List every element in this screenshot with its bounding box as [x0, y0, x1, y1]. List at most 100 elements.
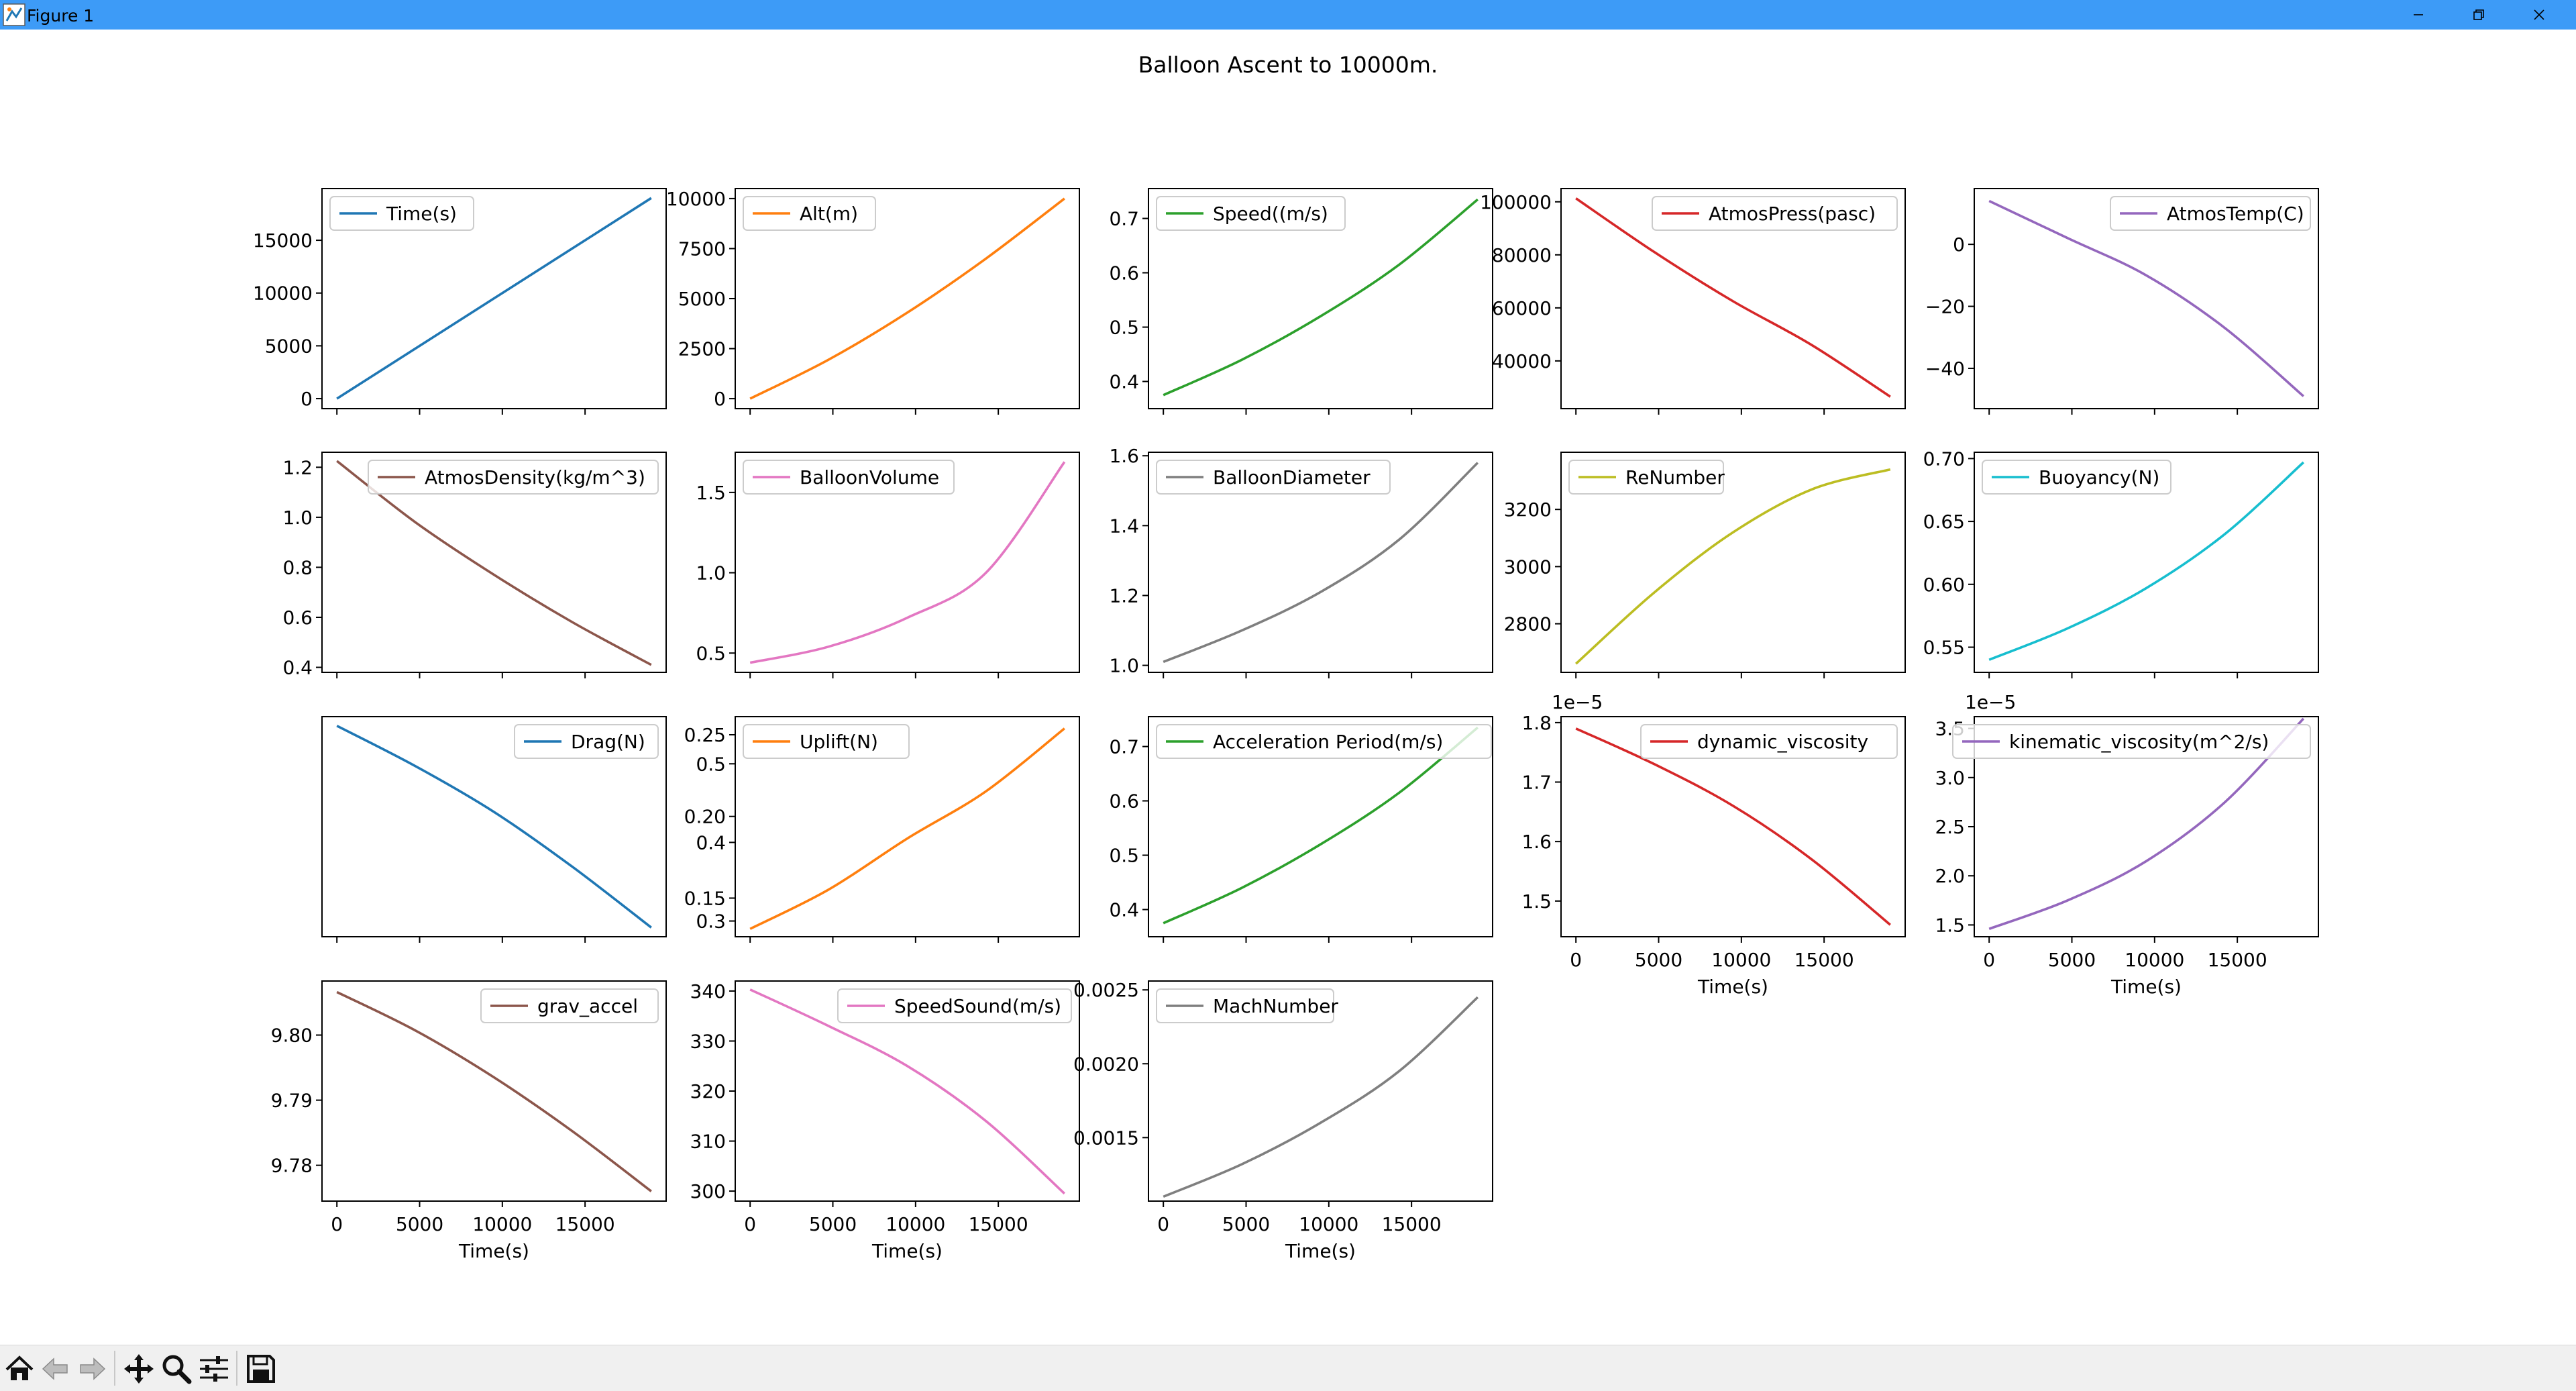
y-tick-label: 1.6	[1521, 831, 1552, 853]
y-tick-label: 1.5	[1935, 914, 1965, 936]
home-button[interactable]	[1, 1351, 38, 1387]
restore-button[interactable]	[2442, 0, 2516, 30]
x-axis-label: Time(s)	[458, 1240, 529, 1262]
legend: SpeedSound(m/s)	[837, 988, 1072, 1023]
series-line	[1163, 198, 1479, 397]
axes-frame	[321, 452, 667, 673]
subplot-1: 0 5000 10000 15000 Time(s)	[253, 188, 667, 415]
series-line	[1574, 468, 1891, 665]
subplot-12: 0.3 0.4 0.5 0.15 0.20 0.25 Uplift(N)	[684, 716, 1080, 943]
axes-frame	[321, 980, 667, 1202]
arrow-right-icon	[80, 1357, 106, 1380]
forward-button[interactable]	[74, 1351, 110, 1387]
y-tick-label: 5000	[265, 335, 313, 357]
subplot-18: 0.0015 0.0020 0.0025 0 5000 10000 15000 Time(s)…	[1073, 979, 1493, 1262]
x-axis-label: Time(s)	[1697, 976, 1768, 998]
legend-label: kinematic_viscosity(m^2/s)	[2009, 731, 2269, 753]
axes-frame	[1148, 980, 1493, 1202]
restore-icon	[2473, 9, 2484, 20]
legend-box	[1652, 196, 1898, 231]
series-line	[749, 461, 1066, 664]
y-tick-label: 10000	[666, 188, 726, 210]
legend-label: AtmosPress(pasc)	[1709, 203, 1876, 225]
y-tick-label: 60000	[1492, 297, 1552, 319]
legend-box	[743, 196, 876, 231]
legend: grav_accel	[480, 988, 659, 1023]
x-tick-label: 5000	[2048, 949, 2096, 971]
legend: AtmosPress(pasc)	[1652, 196, 1898, 231]
save-button[interactable]	[243, 1351, 279, 1387]
axes-frame	[1560, 716, 1906, 937]
y-tick-label: 0.4	[696, 831, 726, 854]
y-tick-label: 0.7	[1109, 736, 1139, 758]
floppy-disk-icon	[247, 1355, 275, 1383]
legend-box	[743, 724, 910, 759]
legend-label: BalloonDiameter	[1213, 466, 1371, 488]
y-tick-label: 0.5	[696, 642, 726, 664]
series-line	[1163, 462, 1479, 664]
axes-frame	[1974, 452, 2319, 673]
axis-offset-label: 1e−5	[1965, 691, 2016, 713]
legend-label: grav_accel	[537, 995, 638, 1017]
y-tick-label: 0.0020	[1073, 1053, 1139, 1075]
y-tick-label: 1.0	[1109, 655, 1139, 677]
minimize-button[interactable]	[2381, 0, 2455, 30]
legend: Alt(m)	[743, 196, 876, 231]
axes-frame	[1560, 452, 1906, 673]
y-tick-label: 0.3	[696, 911, 726, 933]
pan-button[interactable]	[121, 1351, 157, 1387]
legend-box	[480, 988, 659, 1023]
matplotlib-figure-icon	[3, 3, 25, 26]
legend: AtmosTemp(C)	[2110, 196, 2311, 231]
legend-box	[1156, 988, 1334, 1023]
legend-label: ReNumber	[1625, 466, 1725, 488]
y-tick-label: 15000	[253, 229, 313, 252]
axes-frame	[321, 188, 667, 409]
subplot-3: 0.4 0.5 0.6 0.7 Speed((m/s)	[1109, 188, 1493, 415]
subplot-7: 0.5 1.0 1.5 BalloonVolume	[696, 452, 1080, 678]
subplot-10: 0.55 0.60 0.65 0.70 Buoyancy(N)	[1923, 448, 2319, 678]
y-tick-label: 80000	[1492, 244, 1552, 266]
y-tick-label: 0.4	[1109, 371, 1139, 393]
legend: kinematic_viscosity(m^2/s)	[1952, 724, 2311, 759]
x-tick-label: 15000	[1382, 1213, 1442, 1235]
x-tick-label: 0	[1983, 949, 1995, 971]
subplot-16: 9.78 9.79 9.80 0 5000 10000 15000 Time(s) grav_a…	[271, 980, 667, 1262]
subplot-5: −40 −20 0 AtmosTemp(C)	[1925, 188, 2319, 415]
legend-box	[1952, 724, 2311, 759]
toolbar-separator	[114, 1351, 115, 1386]
figure-svg: Balloon Ascent to 10000m. 0 5000 10000 1500…	[253, 52, 2319, 1262]
axes-frame	[1560, 188, 1906, 409]
figure-canvas[interactable]: Balloon Ascent to 10000m. 0 5000 10000 1500…	[0, 30, 2576, 1345]
close-button[interactable]	[2502, 0, 2576, 30]
x-tick-label: 10000	[472, 1213, 532, 1235]
window-title: Figure 1	[27, 6, 95, 25]
legend-box	[1156, 196, 1346, 231]
zoom-button[interactable]	[158, 1351, 195, 1387]
x-tick-label: 0	[744, 1213, 756, 1235]
legend-box	[2110, 196, 2311, 231]
legend-box	[743, 460, 955, 495]
subplot-15: 1.52.02.53.03.51e−50 5000 10000 15000Time(s…	[1935, 691, 2319, 998]
x-tick-label: 5000	[1222, 1213, 1270, 1235]
legend-label: AtmosTemp(C)	[2167, 203, 2304, 225]
legend-label: MachNumber	[1213, 995, 1338, 1017]
x-tick-label: 15000	[1794, 949, 1854, 971]
y-tick-label: 0.25	[684, 724, 726, 746]
legend-box	[1156, 460, 1391, 495]
legend-box	[837, 988, 1072, 1023]
y-tick-label: 0.0015	[1073, 1127, 1139, 1149]
back-button[interactable]	[38, 1351, 74, 1387]
y-tick-label: 1.4	[1109, 515, 1139, 537]
subplot-8: 1.0 1.2 1.4 1.6 BalloonDiameter	[1109, 445, 1493, 678]
y-tick-label: 0.20	[684, 806, 726, 828]
legend-box	[1156, 724, 1492, 759]
x-tick-label: 5000	[1635, 949, 1682, 971]
y-tick-label: 9.78	[271, 1155, 313, 1177]
subplot-9: 2800 3000 3200 ReNumber	[1504, 452, 1906, 678]
y-tick-label: 300	[690, 1180, 726, 1202]
subplots-button[interactable]	[196, 1351, 232, 1387]
legend: Time(s)	[329, 196, 474, 231]
series-line	[336, 725, 652, 929]
y-tick-label: 3000	[1504, 556, 1552, 578]
